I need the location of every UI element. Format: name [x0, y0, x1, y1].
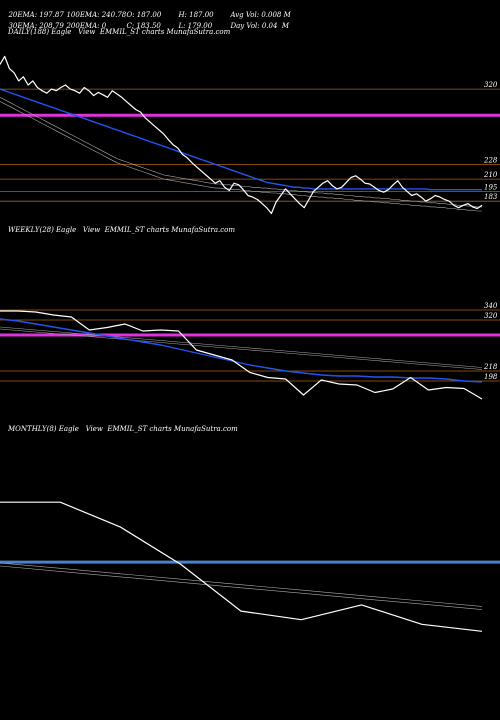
monthly-ema-gray-1-line — [0, 562, 483, 607]
monthly-close-line — [0, 501, 483, 632]
daily-level-label-183: 183 — [484, 193, 498, 201]
daily-magenta-level — [0, 113, 500, 117]
weekly-level-label-218: 218 — [483, 363, 498, 371]
daily-ema-blue-line — [0, 88, 482, 191]
weekly-ema-blue-line — [0, 318, 483, 383]
ohlc-header-row-2: 30EMA: 208.79 200EMA: 0 C: 183.50 L: 179.00… — [4, 14, 289, 30]
header-high: H: 187.00 — [178, 11, 214, 19]
weekly-magenta-level — [0, 333, 500, 337]
daily-level-label-195: 195 — [484, 183, 498, 191]
weekly-level-label-340: 340 — [484, 302, 498, 310]
monthly-blue-level — [0, 560, 500, 564]
header-30ema: 30EMA: 208.79 — [8, 22, 64, 30]
daily-level-label-210: 210 — [483, 171, 498, 179]
header-100ema: 100EMA: 240.78 — [66, 11, 127, 19]
header-20ema: 20EMA: 197.87 — [8, 11, 64, 19]
daily-close-line — [0, 55, 483, 215]
weekly-panel-label: WEEKLY(28) Eagle View EMMIL_ST charts Mu… — [8, 226, 236, 234]
weekly-close-line — [0, 310, 483, 400]
header-low: L: 179.00 — [178, 22, 213, 30]
weekly-ema-gray-1-line — [0, 328, 483, 370]
monthly-panel-label: MONTHLY(8) Eagle View EMMIL_ST charts Mu… — [8, 425, 238, 433]
monthly-ema-gray-2-line — [0, 565, 483, 610]
daily-level-label-320: 320 — [484, 81, 498, 89]
daily-level-label-228: 228 — [483, 156, 498, 164]
header-open: O: 187.00 — [126, 11, 162, 19]
daily-panel-label: DAILY(188) Eagle View EMMIL_ST charts Mu… — [8, 28, 231, 36]
weekly-chart: 340 320 218 198 — [0, 302, 500, 400]
weekly-ema-gray-2-line — [0, 326, 483, 368]
weekly-level-label-320: 320 — [484, 312, 498, 320]
header-day-vol: Day Vol: 0.04 M — [230, 22, 290, 30]
header-close: C: 183.50 — [126, 22, 161, 30]
weekly-level-label-198: 198 — [484, 373, 498, 381]
daily-chart: 320 228 210 195 183 — [0, 55, 500, 215]
monthly-chart — [0, 501, 500, 632]
ohlc-header-row-1: 20EMA: 197.87 100EMA: 240.78O: 187.00 H: 1… — [4, 3, 291, 19]
header-avg-vol: Avg Vol: 0.008 M — [230, 11, 291, 19]
header-200ema: 200EMA: 0 — [66, 22, 107, 30]
daily-ema-gray-2-line — [0, 97, 482, 208]
daily-ema-gray-1-line — [0, 101, 482, 212]
